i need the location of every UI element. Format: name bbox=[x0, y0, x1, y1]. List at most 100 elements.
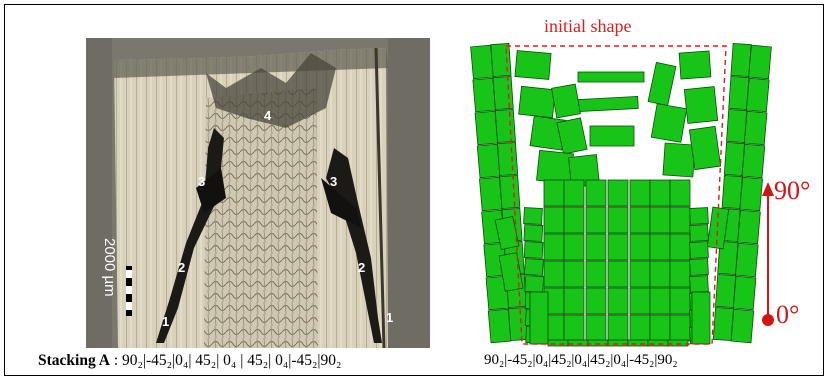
simulation-block bbox=[529, 291, 549, 345]
initial-shape-label: initial shape bbox=[544, 16, 632, 36]
simulation-block bbox=[499, 174, 521, 210]
caption-stacking-sequence: : 90₂|-45₂|0₄| 45₂| 0₄ | 45₂| 0₄|-45₂|90… bbox=[109, 352, 342, 369]
simulation-block bbox=[543, 179, 565, 207]
simulation-block bbox=[629, 233, 651, 261]
simulation-panel: initial shape 90° 0° bbox=[440, 8, 824, 350]
micrograph-image: 2000 µm 1 2 3 4 3 2 1 bbox=[86, 38, 430, 348]
simulation-block bbox=[563, 233, 585, 261]
simulation-block bbox=[587, 339, 609, 347]
simulation-block bbox=[683, 86, 719, 124]
simulation-block bbox=[476, 143, 501, 179]
simulation-block bbox=[536, 149, 574, 185]
simulation-block bbox=[649, 179, 671, 207]
simulation-block bbox=[721, 174, 743, 210]
simulation-block bbox=[647, 61, 677, 107]
simulation-block bbox=[563, 260, 585, 288]
simulation-drawing bbox=[470, 42, 774, 347]
crack-label-1-right: 1 bbox=[386, 310, 394, 325]
simulation-block bbox=[497, 141, 519, 177]
simulation-block bbox=[706, 206, 730, 250]
simulation-block bbox=[607, 233, 629, 261]
simulation-block bbox=[470, 44, 494, 80]
simulation-block bbox=[712, 306, 734, 342]
scale-bar-label: 2000 µm bbox=[101, 238, 118, 297]
crack-label-4: 4 bbox=[264, 108, 272, 123]
simulation-block bbox=[691, 291, 711, 345]
simulation-block bbox=[689, 224, 709, 242]
simulation-block bbox=[723, 141, 745, 177]
specimen-core bbox=[204, 88, 318, 348]
simulation-block bbox=[585, 206, 607, 234]
simulation-block bbox=[649, 260, 671, 288]
crack-left-lobe bbox=[196, 168, 226, 213]
right-edge bbox=[388, 38, 430, 348]
simulation-block bbox=[689, 258, 709, 276]
simulation-block bbox=[669, 287, 691, 315]
initial-shape-outline bbox=[505, 45, 727, 345]
simulation-block bbox=[577, 71, 645, 83]
simulation-block bbox=[669, 260, 691, 288]
simulation-block bbox=[607, 260, 629, 288]
simulation-block bbox=[585, 233, 607, 261]
simulation-block bbox=[669, 206, 691, 234]
simulation-block bbox=[492, 75, 514, 111]
simulation-block bbox=[662, 142, 696, 178]
fracture-zone bbox=[206, 53, 336, 128]
simulation-block bbox=[726, 108, 748, 144]
simulation-block bbox=[474, 110, 499, 146]
caption-stacking-title: Stacking A bbox=[38, 352, 110, 369]
simulation-block bbox=[577, 96, 639, 112]
simulation-block bbox=[487, 308, 512, 344]
simulation-block bbox=[607, 206, 629, 234]
simulation-block bbox=[494, 108, 516, 144]
simulation-block bbox=[650, 103, 688, 143]
simulation-block bbox=[739, 176, 763, 212]
simulation-block bbox=[556, 117, 588, 155]
simulation-block bbox=[543, 233, 565, 261]
simulation-block bbox=[629, 179, 651, 207]
angle-bottom-label: 0° bbox=[776, 300, 800, 329]
simulation-block bbox=[629, 206, 651, 234]
simulation-block bbox=[737, 209, 761, 245]
simulation-block bbox=[688, 125, 722, 171]
simulation-block bbox=[689, 275, 709, 293]
simulation-block bbox=[568, 154, 600, 188]
simulation-block bbox=[649, 314, 671, 342]
simulation-block bbox=[730, 42, 752, 78]
simulation-block bbox=[647, 339, 669, 347]
left-edge bbox=[86, 38, 112, 348]
simulation-block bbox=[589, 125, 635, 147]
crack-label-2-right: 2 bbox=[358, 260, 366, 275]
simulation-block bbox=[585, 179, 607, 207]
simulation-block bbox=[728, 75, 750, 111]
simulation-block bbox=[607, 287, 629, 315]
crack-label-2-left: 2 bbox=[178, 260, 186, 275]
simulation-block bbox=[732, 275, 757, 311]
simulation-block bbox=[649, 287, 671, 315]
simulation-block bbox=[585, 314, 607, 342]
simulation-block bbox=[667, 339, 689, 347]
simulation-block bbox=[523, 224, 544, 242]
simulation-block bbox=[472, 77, 496, 113]
simulation-block bbox=[689, 241, 709, 259]
caption-stacking-sequence-right: 90₂|-45₂|0₄|45₂|0₄|45₂|0₄|-45₂|90₂ bbox=[484, 352, 678, 368]
simulation-block bbox=[629, 314, 651, 342]
figure-frame bbox=[4, 4, 824, 376]
simulation-block bbox=[524, 258, 544, 276]
crack-right-lobe bbox=[321, 178, 361, 228]
simulation-block bbox=[629, 260, 651, 288]
simulation-block bbox=[741, 143, 766, 179]
simulation-block bbox=[715, 273, 737, 309]
simulation-block bbox=[563, 287, 585, 315]
simulation-block bbox=[514, 50, 552, 80]
simulation-block bbox=[689, 207, 709, 225]
simulation-block bbox=[669, 314, 691, 342]
simulation-block bbox=[748, 44, 772, 80]
micrograph-drawing bbox=[86, 38, 430, 348]
simulation-block bbox=[518, 85, 556, 119]
simulation-block bbox=[678, 50, 712, 80]
simulation-block bbox=[563, 179, 585, 207]
simulation-block bbox=[649, 233, 671, 261]
simulation-block bbox=[543, 260, 565, 288]
angle-top-label: 90° bbox=[774, 176, 811, 205]
